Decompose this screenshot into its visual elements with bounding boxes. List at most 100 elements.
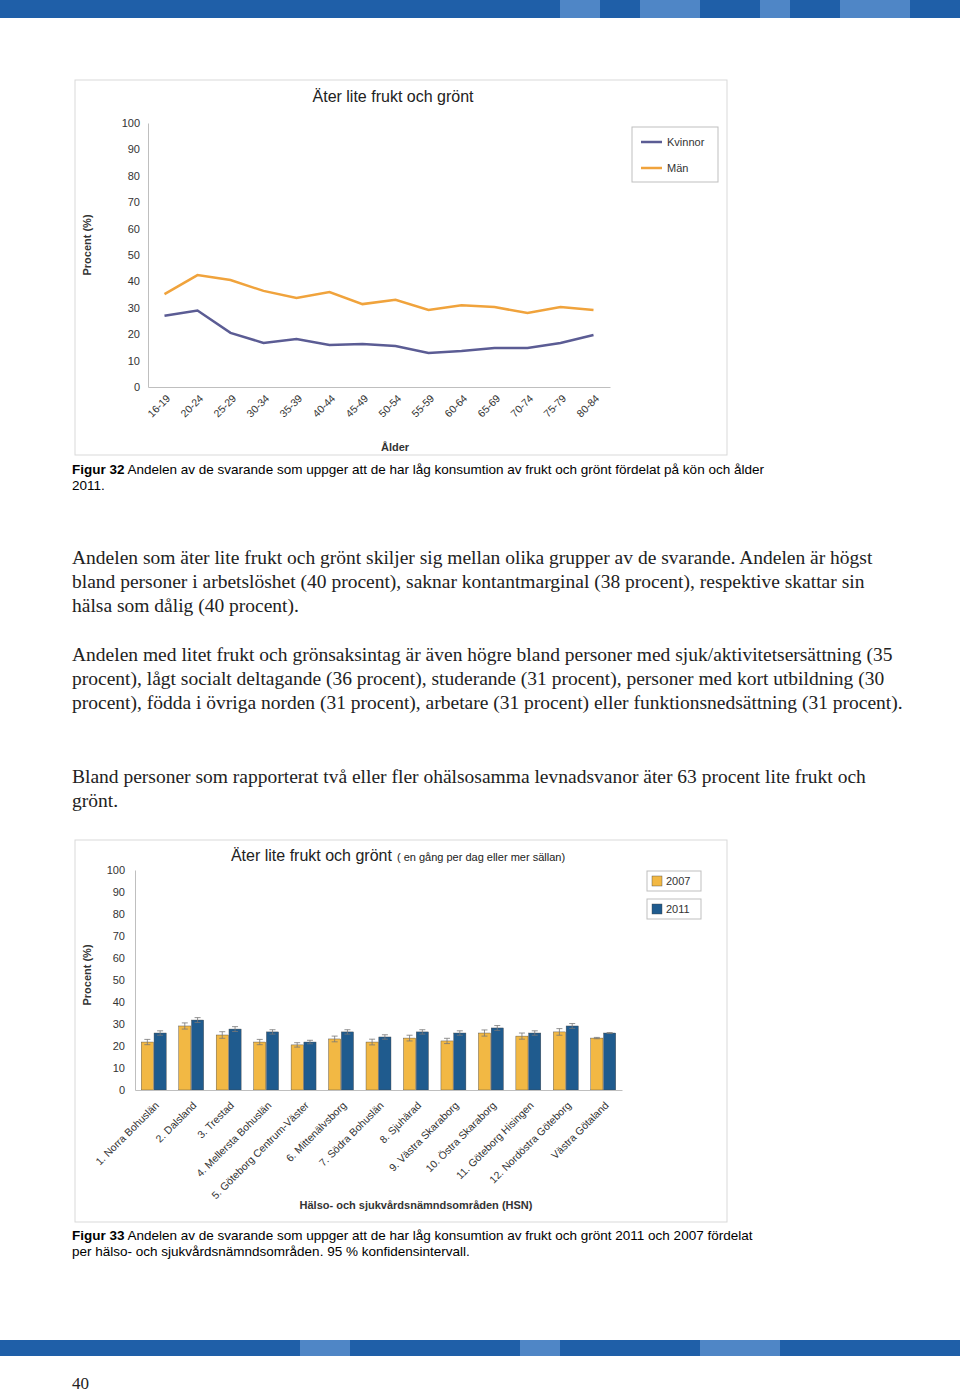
y-tick: 100 — [122, 117, 148, 129]
bar — [553, 1032, 565, 1090]
x-tick-label: 60-64 — [442, 392, 470, 420]
error-bar — [232, 1027, 238, 1032]
error-bar-cap — [556, 1035, 562, 1036]
error-bar — [457, 1031, 463, 1035]
y-tick: 100 — [107, 864, 135, 876]
y-tick: 80 — [128, 170, 148, 182]
x-axis-title: Hälso- och sjukvårdsnämndsområden (HSN) — [300, 1199, 533, 1211]
x-tick-label: 80-84 — [574, 392, 602, 420]
y-tick: 30 — [128, 302, 148, 314]
caption-text: Andelen av de svarande som uppger att de… — [72, 1228, 752, 1259]
error-bar — [344, 1030, 350, 1034]
x-axis-line — [136, 1090, 623, 1091]
chart-title-main: Äter lite frukt och grönt — [231, 847, 393, 864]
bar — [192, 1020, 204, 1090]
error-bar — [369, 1039, 375, 1045]
error-bar-cap — [594, 1038, 600, 1039]
paragraph: Andelen med litet frukt och grönsaksinta… — [72, 643, 907, 715]
x-tick-label: 2. Dalsland — [153, 1099, 199, 1145]
y-tick-label: 60 — [113, 952, 125, 964]
y-axis-title: Procent (%) — [81, 214, 93, 275]
error-bar — [382, 1035, 388, 1039]
y-tick-label: 100 — [107, 864, 125, 876]
x-tick-label: 55-59 — [409, 392, 437, 420]
error-bar-stem — [272, 1030, 273, 1034]
y-tick: 20 — [113, 1040, 135, 1052]
y-tick: 60 — [113, 952, 135, 964]
error-bar-cap — [219, 1038, 225, 1039]
y-tick: 60 — [128, 223, 148, 235]
y-tick-label: 40 — [113, 996, 125, 1008]
bar — [179, 1026, 191, 1090]
error-bar-cap — [481, 1036, 487, 1037]
error-bar-cap — [382, 1039, 388, 1040]
error-bar-cap — [344, 1034, 350, 1035]
y-tick-label: 0 — [134, 381, 140, 393]
error-bar-stem — [147, 1039, 148, 1044]
y-tick: 10 — [113, 1062, 135, 1074]
y-tick: 30 — [113, 1018, 135, 1030]
error-bar-cap — [519, 1033, 525, 1034]
error-bar-cap — [344, 1029, 350, 1030]
y-tick: 40 — [113, 996, 135, 1008]
x-tick-label: 9. Västra Skaraborg — [386, 1099, 461, 1174]
error-bar-stem — [334, 1036, 335, 1042]
error-bar-stem — [459, 1031, 460, 1035]
error-bar-cap — [182, 1029, 188, 1030]
chart-subtitle: ( en gång per dag eller mer sällan) — [397, 851, 565, 863]
x-tick: 65-69 — [475, 387, 503, 419]
x-tick-label: 50-54 — [376, 392, 404, 420]
bar — [441, 1041, 453, 1090]
error-bar-cap — [144, 1039, 150, 1040]
header-block — [560, 0, 600, 18]
bar — [366, 1042, 378, 1090]
y-tick: 90 — [128, 143, 148, 155]
error-bar — [532, 1031, 538, 1035]
y-tick-label: 40 — [128, 275, 140, 287]
y-tick: 0 — [134, 381, 148, 393]
y-tick-label: 80 — [128, 170, 140, 182]
footer-block — [700, 1340, 780, 1356]
error-bar — [594, 1037, 600, 1038]
error-bar-stem — [422, 1030, 423, 1034]
bar — [379, 1037, 391, 1090]
legend-swatch — [641, 141, 662, 144]
y-axis-line — [148, 124, 149, 388]
bar-series — [141, 1023, 603, 1090]
x-tick-label: 10. Östra Skaraborg — [423, 1099, 498, 1174]
error-bar — [407, 1035, 413, 1041]
bar — [154, 1033, 166, 1090]
error-bar-stem — [235, 1027, 236, 1032]
error-bar-cap — [419, 1029, 425, 1030]
error-bar-stem — [184, 1023, 185, 1029]
x-tick: 11. Göteborg Hisingen — [454, 1090, 536, 1181]
bar — [416, 1032, 428, 1090]
y-tick-label: 10 — [128, 355, 140, 367]
error-bar-stem — [372, 1039, 373, 1045]
error-bar-cap — [294, 1042, 300, 1043]
error-bar-stem — [409, 1035, 410, 1041]
error-bar-cap — [457, 1035, 463, 1036]
error-bar — [270, 1030, 276, 1034]
x-tick: 10. Östra Skaraborg — [423, 1090, 498, 1174]
error-bar-stem — [521, 1033, 522, 1039]
error-bar — [182, 1023, 188, 1029]
error-bar-stem — [447, 1038, 448, 1043]
error-bar — [607, 1032, 613, 1034]
caption-text: Andelen av de svarande som uppger att de… — [72, 462, 764, 493]
bar — [604, 1033, 616, 1090]
x-tick: 30-34 — [244, 387, 272, 419]
error-bar-stem — [297, 1043, 298, 1047]
error-bar-cap — [369, 1039, 375, 1040]
header-stripe — [0, 0, 960, 18]
error-bar-cap — [332, 1036, 338, 1037]
error-bar — [144, 1039, 150, 1044]
error-bar-cap — [219, 1031, 225, 1032]
error-bar — [519, 1033, 525, 1039]
error-bar-cap — [195, 1017, 201, 1018]
bar — [566, 1026, 578, 1090]
error-bar — [444, 1038, 450, 1043]
x-tick-label: 70-74 — [508, 392, 536, 420]
header-block — [760, 0, 790, 18]
y-tick: 40 — [128, 275, 148, 287]
